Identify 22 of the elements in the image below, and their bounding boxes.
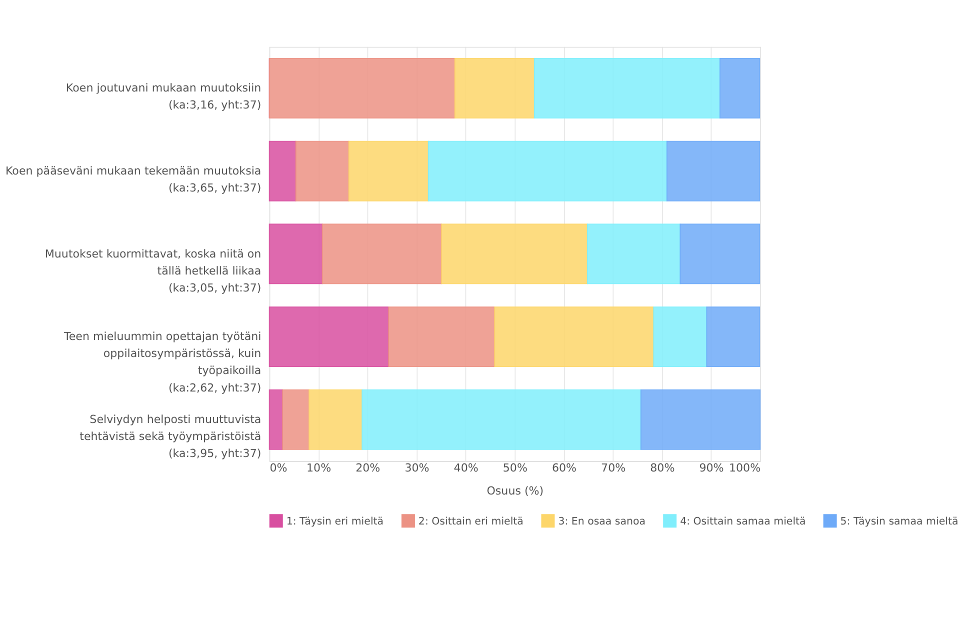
legend-label: 4: Osittain samaa mieltä <box>680 516 806 528</box>
x-tick-label: 100% <box>728 462 761 475</box>
legend-label: 2: Osittain eri mieltä <box>418 516 524 528</box>
legend-label: 5: Täysin samaa mieltä <box>840 516 958 528</box>
y-tick-label: Muutokset kuormittavat, koska niitä on tällä hetkellä liikaa (ka:3,05, yht:37) <box>44 247 262 294</box>
x-tick-label: 70% <box>601 462 626 475</box>
x-tick-label: 20% <box>356 462 380 475</box>
x-tick-label: 90% <box>699 462 724 475</box>
x-tick-label: 10% <box>306 462 332 475</box>
y-tick-label: Teen mieluummin opettajan työtäni oppilaitosympäristössä, kuin työpaikoilla (ka:2,62, yht:37) <box>62 330 262 394</box>
x-tick-label: 30% <box>404 462 430 475</box>
x-tick-label: 0% <box>270 462 288 475</box>
legend-label: 1: Täysin eri mieltä <box>286 516 384 528</box>
y-tick-label: Koen pääseväni mukaan tekemään muutoksia (ka:3,65, yht:37) <box>5 164 262 195</box>
x-axis-title: Osuus (%) <box>486 484 544 498</box>
x-tick-label: 50% <box>502 462 528 475</box>
x-tick-label: 40% <box>454 462 478 475</box>
x-tick-label: 60% <box>552 462 577 475</box>
legend-label: 3: En osaa sanoa <box>558 516 646 528</box>
x-tick-label: 80% <box>650 462 675 475</box>
y-tick-label: Selviydyn helposti muuttuvista tehtävistä sekä työympäristöistä (ka:3,95, yht:37) <box>80 412 262 460</box>
y-tick-label: Koen joutuvani mukaan muutoksiin (ka:3,16, yht:37) <box>66 82 262 112</box>
